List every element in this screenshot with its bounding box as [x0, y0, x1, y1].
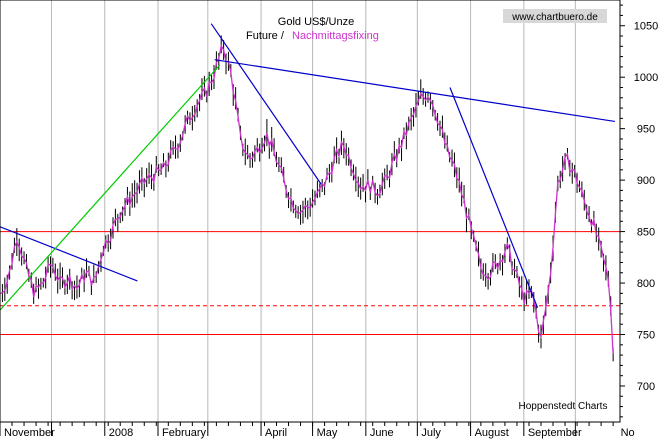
credit-label: Hoppenstedt Charts: [519, 401, 608, 412]
x-tick-label: September: [528, 427, 582, 439]
trendline: [214, 59, 615, 123]
price-series: [0, 35, 614, 362]
y-tick-label: 950: [637, 124, 655, 136]
x-axis: November 2008 February April May June July Augu…: [0, 422, 635, 439]
y-tick-label: 900: [637, 175, 655, 187]
y-tick-label: 1000: [634, 72, 658, 84]
trendline: [0, 226, 138, 282]
y-tick-label: 850: [637, 227, 655, 239]
grid: [51, 0, 576, 422]
x-tick-label: February: [162, 427, 207, 439]
watermark: www.chartbuero.de: [511, 12, 598, 23]
fixing-line: [0, 43, 614, 354]
chart-subtitle-future: Future /: [246, 30, 285, 42]
support-lines: [0, 231, 620, 336]
trendline: [449, 87, 539, 308]
x-tick-label: August: [475, 427, 509, 439]
y-tick-label: 800: [637, 278, 655, 290]
x-tick-label: April: [265, 427, 287, 439]
x-tick-label: July: [421, 427, 441, 439]
chart-subtitle-fixing: Nachmittagsfixing: [292, 30, 379, 42]
y-tick-label: 750: [637, 330, 655, 342]
x-tick-label: June: [370, 427, 394, 439]
x-tick-label: May: [317, 427, 338, 439]
trendlines: [0, 23, 615, 311]
trendline: [0, 64, 221, 311]
watermark-box: [503, 9, 607, 23]
x-tick-label: No: [621, 427, 635, 439]
y-axis: 700 750 800 850 900 950 1000 1050: [620, 4, 658, 418]
chart-title: Gold US$/Unze: [278, 16, 354, 28]
y-tick-label: 700: [637, 381, 655, 393]
trendline: [210, 23, 322, 185]
x-tick-label: November: [4, 427, 55, 439]
y-tick-label: 1050: [634, 21, 658, 33]
x-tick-label: 2008: [109, 427, 133, 439]
